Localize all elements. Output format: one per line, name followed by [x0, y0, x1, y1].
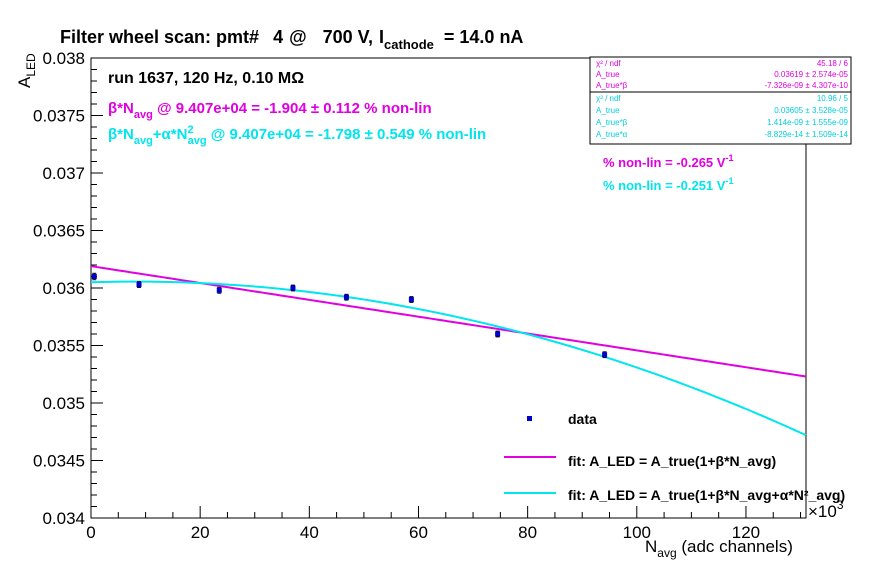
stats2-value-alpha: -8.829e-14 ± 1.509e-14	[764, 130, 848, 139]
y-tick-label: 0.035	[42, 394, 85, 413]
stats1-value-atrue: 0.03619 ± 2.574e-05	[774, 70, 848, 79]
data-point	[495, 331, 501, 337]
quad-nonlin-annotation: β*Navg+α*N2 avg @ 9.407e+04 = -1.798 ± 0.…	[108, 124, 486, 147]
y-tick-label: 0.0355	[33, 337, 85, 356]
legend-fit2-label: fit: A_LED = A_true(1+β*N_avg+α*N²_avg)	[568, 487, 845, 503]
nonlin-per-volt-linear: % non-lin = -0.265 V-1	[603, 153, 733, 170]
data-point	[343, 294, 349, 300]
stats2-value-atrue: 0.03605 ± 3.528e-05	[774, 106, 848, 115]
data-point	[602, 352, 608, 358]
stats2-value-beta: 1.414e-09 ± 1.555e-09	[767, 118, 848, 127]
stats-box-linear: χ² / ndf 45.18 / 6 A_true 0.03619 ± 2.57…	[589, 56, 852, 93]
y-tick-label: 0.0375	[33, 107, 85, 126]
stats1-value-beta: -7.326e-09 ± 4.307e-10	[764, 81, 848, 90]
data-point	[290, 285, 296, 291]
y-tick-label: 0.038	[42, 49, 85, 68]
y-tick-label: 0.0365	[33, 222, 85, 241]
stats1-label-atrue: A_true	[596, 70, 620, 79]
x-axis-multiplier: ×103	[808, 498, 844, 521]
x-tick-label: 0	[86, 523, 95, 542]
data-point	[136, 282, 142, 288]
chart-title: Filter wheel scan: pmt# 4 @700 V, Icathode =…	[60, 27, 523, 52]
legend: data fit: A_LED = A_true(1+β*N_avg) fit:…	[504, 411, 845, 503]
y-tick-label: 0.0345	[33, 452, 85, 471]
legend-fit1-label: fit: A_LED = A_true(1+β*N_avg)	[568, 453, 776, 469]
x-tick-label: 40	[300, 523, 319, 542]
x-tick-label: 120	[732, 523, 760, 542]
y-tick-label: 0.037	[42, 164, 85, 183]
data-point	[216, 287, 222, 293]
data-points	[91, 272, 608, 359]
stats2-value-chi2: 10.96 / 5	[817, 94, 849, 103]
stats1-value-chi2: 45.18 / 6	[817, 59, 849, 68]
y-tick-label: 0.036	[42, 279, 85, 298]
y-axis-label: ALED	[15, 53, 38, 88]
x-tick-label: 100	[623, 523, 651, 542]
legend-data-label: data	[568, 411, 597, 427]
x-axis-label: Navg (adc channels)	[645, 537, 793, 560]
x-tick-label: 20	[191, 523, 210, 542]
stats2-label-atrue: A_true	[596, 106, 620, 115]
fit-quadratic-curve	[90, 280, 807, 437]
stats1-label-chi2: χ² / ndf	[596, 59, 621, 68]
axes: 0 20 40 60 80 100 120 0.034 0.0345 0.035 0.0355 0.0…	[33, 49, 807, 542]
stats2-label-chi2: χ² / ndf	[596, 94, 621, 103]
nonlin-per-volt-quad: % non-lin = -0.251 V-1	[603, 176, 733, 193]
x-tick-label: 60	[409, 523, 428, 542]
stats2-label-beta: A_true*β	[596, 118, 628, 127]
stats2-label-alpha: A_true*α	[596, 130, 628, 139]
legend-data-marker	[527, 416, 532, 421]
data-point	[408, 297, 414, 302]
data-point	[91, 274, 97, 279]
beta-nonlin-annotation: β*Navg @ 9.407e+04 = -1.904 ± 0.112 % no…	[108, 100, 432, 121]
y-tick-label: 0.034	[42, 509, 85, 528]
run-info: run 1637, 120 Hz, 0.10 MΩ	[108, 70, 304, 87]
stats-box-quad: χ² / ndf 10.96 / 5 A_true 0.03605 ± 3.52…	[589, 91, 852, 145]
x-tick-label: 80	[518, 523, 537, 542]
fit-curves	[90, 265, 807, 437]
stats1-label-beta: A_true*β	[596, 81, 628, 90]
